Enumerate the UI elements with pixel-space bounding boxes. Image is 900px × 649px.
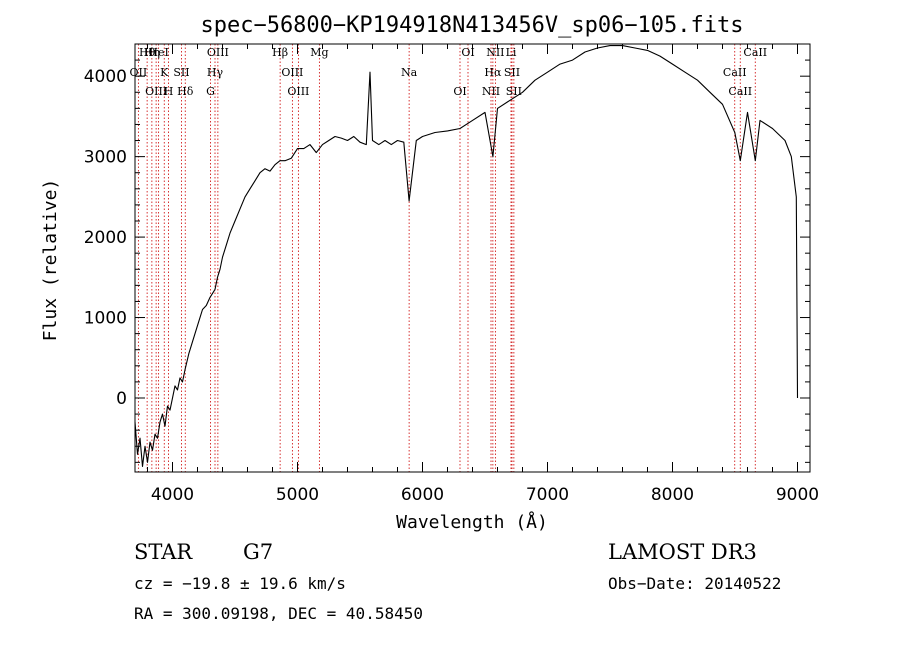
x-tick-label: 8000 (651, 485, 694, 505)
line-marker-label: OIII (287, 85, 309, 98)
line-marker-label: Hδ (177, 85, 194, 98)
line-marker-label: OI (453, 85, 466, 98)
y-axis-label: Flux (relative) (40, 179, 61, 342)
line-marker-label: Hη (144, 46, 160, 59)
line-marker-label: OII (130, 66, 148, 79)
line-marker-label: HeI (148, 46, 168, 59)
x-axis-label: Wavelength (Å) (396, 511, 548, 533)
y-tick-label: 0 (116, 389, 127, 409)
line-marker-label: OIII (281, 66, 303, 79)
x-tick-label: 6000 (401, 485, 444, 505)
line-marker-label: CaII (728, 85, 752, 98)
line-marker-label: CaII (723, 66, 747, 79)
y-tick-label: 4000 (84, 67, 127, 87)
line-marker-label: Li (506, 46, 517, 59)
line-marker-label: CaII (743, 46, 767, 59)
plot-frame (134, 43, 811, 473)
line-marker-label: OI (461, 46, 474, 59)
line-marker-label: Hβ (272, 46, 288, 59)
spectrum-line (134, 45, 799, 467)
y-tick-label: 3000 (84, 148, 127, 168)
line-marker-label: SII (173, 66, 189, 79)
line-marker-label: Mg (310, 46, 328, 59)
line-marker-label: Hγ (207, 66, 224, 79)
observation-date: Obs−Date: 20140522 (608, 574, 782, 593)
redshift-velocity: cz = −19.8 ± 19.6 km/s (134, 574, 346, 593)
object-subclass: G7 (243, 540, 274, 564)
line-marker-label: SII (506, 85, 522, 98)
y-tick-label: 2000 (84, 228, 127, 248)
line-marker-label: OIII (145, 85, 167, 98)
survey-name: LAMOST DR3 (608, 540, 757, 564)
x-tick-label: 4000 (151, 485, 194, 505)
line-marker-label: Hα (484, 66, 502, 79)
line-marker-label: H (164, 85, 174, 98)
line-marker-label: NII (482, 85, 500, 98)
y-axis-ticks: 0 1000 2000 3000 4000 (84, 59, 810, 463)
line-marker-label: Hθ (139, 46, 156, 59)
line-marker-label: Na (401, 66, 418, 79)
x-tick-label: 5000 (276, 485, 319, 505)
x-tick-label: 9000 (776, 485, 819, 505)
line-marker-label: G (206, 85, 215, 98)
ra-dec-coordinates: RA = 300.09198, DEC = 40.58450 (134, 604, 423, 623)
chart-title: spec−56800−KP194918N413456V_sp06−105.fit… (200, 13, 743, 38)
y-tick-label: 1000 (84, 309, 127, 329)
spectrum-chart: spec−56800−KP194918N413456V_sp06−105.fit… (40, 13, 819, 533)
line-marker-label: K (160, 66, 169, 79)
line-marker-label: SII (504, 66, 520, 79)
object-type: STAR (134, 540, 193, 564)
emission-line-markers (137, 44, 756, 472)
line-marker-label: OIII (207, 46, 229, 59)
line-marker-label: NII (486, 46, 504, 59)
spectrum-series (134, 45, 799, 467)
x-axis-ticks: 4000 5000 6000 7000 8000 9000 (147, 44, 819, 505)
x-tick-label: 7000 (526, 485, 569, 505)
